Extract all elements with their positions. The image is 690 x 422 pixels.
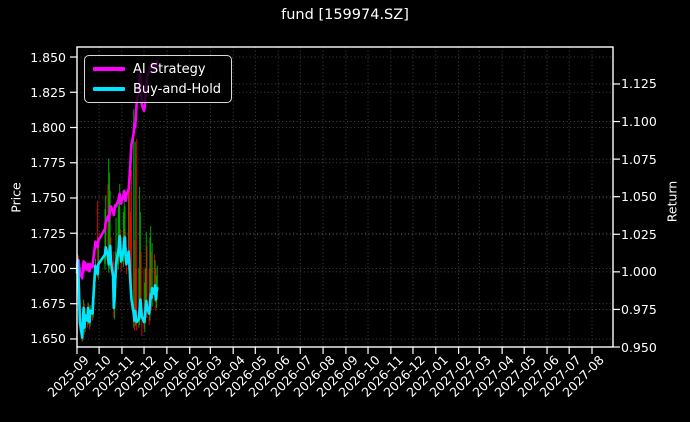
candle-body	[104, 254, 106, 265]
return-tick-label: 1.125	[621, 76, 657, 92]
return-tick-label: 1.025	[621, 226, 657, 242]
price-tick-label: 1.825	[30, 84, 66, 100]
price-tick-label: 1.750	[30, 190, 66, 206]
price-tick-label: 1.775	[30, 155, 66, 171]
legend-item-ai-strategy: AI Strategy	[93, 60, 225, 78]
price-tick-label: 1.700	[30, 260, 66, 276]
chart-title: fund [159974.SZ]	[281, 7, 409, 23]
price-tick-label: 1.650	[30, 331, 66, 347]
buy-and-hold-line	[75, 234, 159, 339]
return-tick-label: 1.100	[621, 114, 657, 130]
ai-strategy-line-swatch	[93, 67, 125, 71]
price-tick-label: 1.725	[30, 225, 66, 241]
candle-body	[107, 264, 110, 269]
return-tick-label: 0.975	[621, 301, 657, 317]
buy-and-hold-line-swatch	[93, 87, 125, 91]
legend-label-ai-strategy: AI Strategy	[133, 61, 206, 77]
return-tick-label: 1.075	[621, 151, 657, 167]
price-tick-label: 1.675	[30, 296, 66, 312]
legend: AI Strategy Buy-and-Hold	[84, 55, 232, 103]
return-tick-label: 1.050	[621, 189, 657, 205]
legend-item-buy-and-hold: Buy-and-Hold	[93, 80, 225, 98]
return-tick-label: 0.950	[621, 339, 657, 355]
price-tick-label: 1.850	[30, 49, 66, 65]
price-tick-label: 1.800	[30, 119, 66, 135]
legend-label-buy-and-hold: Buy-and-Hold	[133, 81, 222, 97]
return-tick-label: 1.000	[621, 264, 657, 280]
